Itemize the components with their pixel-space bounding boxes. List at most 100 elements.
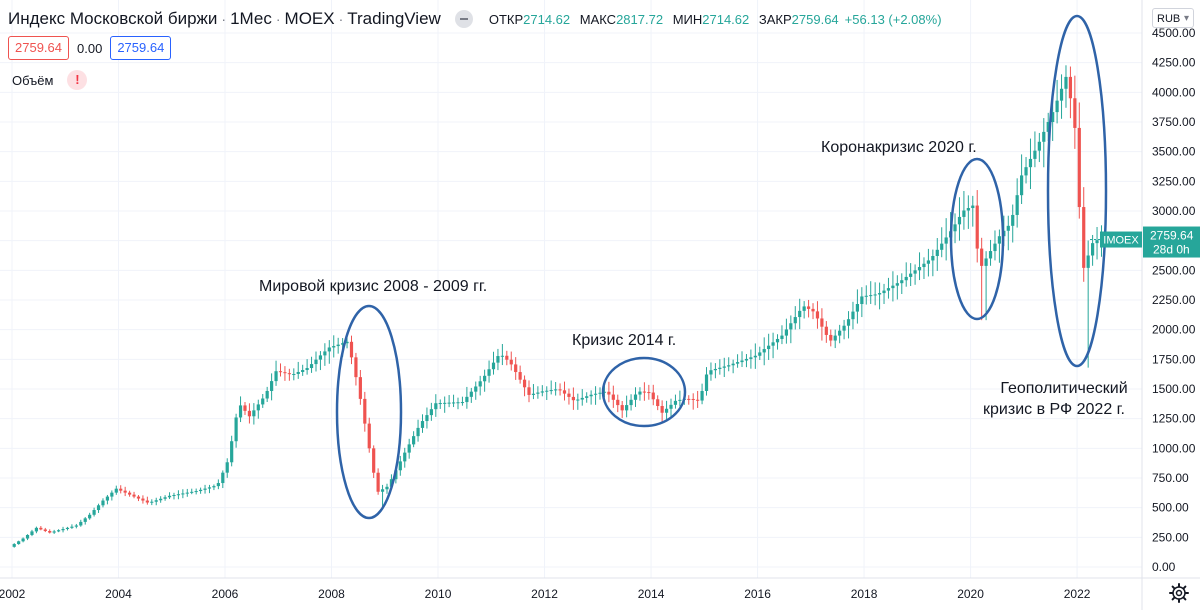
close-value: 2759.64 xyxy=(791,11,839,27)
candle-body xyxy=(1064,76,1068,89)
candle-body xyxy=(1073,98,1077,128)
candle-body xyxy=(838,330,842,336)
candle-body xyxy=(172,495,176,497)
candle-body xyxy=(398,461,402,471)
candle-body xyxy=(252,410,256,417)
candle-body xyxy=(465,396,469,403)
y-tick-label: 250.00 xyxy=(1152,530,1189,544)
symbol-title[interactable]: Индекс Московской биржи xyxy=(8,9,218,28)
candle-body xyxy=(820,318,824,327)
candle-body xyxy=(500,355,504,357)
candle-body xyxy=(203,488,207,490)
candle-body xyxy=(656,399,660,407)
candle-body xyxy=(363,398,367,424)
candle-body xyxy=(922,263,926,268)
candle-body xyxy=(278,371,283,373)
candle-body xyxy=(731,363,735,366)
y-tick-label: 1000.00 xyxy=(1152,441,1196,455)
candle-body xyxy=(345,341,349,344)
candle-body xyxy=(864,295,868,297)
candle-body xyxy=(1019,175,1024,196)
candle-body xyxy=(789,323,793,330)
candle-body xyxy=(935,249,939,256)
candle-body xyxy=(527,387,531,395)
candle-body xyxy=(496,356,500,363)
x-tick-label: 2004 xyxy=(105,587,132,601)
grid xyxy=(0,0,1142,578)
candle-body xyxy=(687,398,691,400)
annotation-crisis-2020: Коронакризис 2020 г. xyxy=(821,139,977,156)
low-label: МИН xyxy=(672,11,703,27)
y-tick-label: 1500.00 xyxy=(1152,382,1196,396)
candle-body xyxy=(469,391,473,397)
candle-body xyxy=(65,527,70,530)
candle-body xyxy=(997,236,1002,244)
y-tick-label: 500.00 xyxy=(1152,501,1189,515)
y-tick-label: 0.00 xyxy=(1152,560,1176,574)
candle-body xyxy=(673,400,678,405)
candle-body xyxy=(17,541,21,545)
collapse-icon[interactable] xyxy=(454,10,473,28)
candle-body xyxy=(247,410,252,417)
candle-body xyxy=(877,293,882,295)
candle-body xyxy=(886,288,891,291)
candle-body xyxy=(283,372,287,374)
chart-header: Индекс Московской биржи · 1Мес · MOEX · … xyxy=(8,9,942,28)
candle-body xyxy=(478,381,482,387)
candle-body xyxy=(447,402,451,404)
interval-label[interactable]: 1Мес xyxy=(230,9,272,28)
y-tick-label: 4500.00 xyxy=(1152,26,1196,40)
candle-body xyxy=(767,345,771,350)
candle-body xyxy=(562,390,567,394)
currency-select[interactable]: RUB xyxy=(1152,8,1194,29)
y-tick-label: 4000.00 xyxy=(1152,85,1196,99)
candle-body xyxy=(651,392,655,400)
candle-body xyxy=(1037,141,1041,151)
candle-body xyxy=(917,267,922,271)
settings-gear-icon[interactable] xyxy=(1168,582,1190,604)
candle-body xyxy=(438,403,442,405)
sell-price-button[interactable]: 2759.64 xyxy=(8,36,69,60)
high-value: 2817.72 xyxy=(616,11,664,27)
candle-body xyxy=(806,306,811,309)
warning-icon[interactable]: ! xyxy=(67,70,88,90)
candle-body xyxy=(305,368,309,371)
candle-body xyxy=(74,525,78,527)
candle-body xyxy=(92,510,96,515)
candle-body xyxy=(332,346,336,348)
candle-body xyxy=(891,285,895,289)
candle-body xyxy=(811,308,815,312)
candle-body xyxy=(909,273,913,277)
candle-body xyxy=(1077,127,1081,208)
y-tick-label: 3250.00 xyxy=(1152,174,1196,188)
candle-body xyxy=(869,295,873,297)
buy-price-button[interactable]: 2759.64 xyxy=(110,36,172,60)
candle-body xyxy=(602,391,607,393)
candle-body xyxy=(167,495,172,498)
candle-body xyxy=(123,490,127,493)
x-tick-label: 2008 xyxy=(318,587,345,601)
candle-body xyxy=(855,304,860,312)
candle-body xyxy=(953,224,957,232)
volume-label[interactable]: Объём xyxy=(12,72,54,88)
candle-body xyxy=(114,488,118,493)
candle-body xyxy=(110,492,114,497)
candle-body xyxy=(660,406,664,413)
candle-body xyxy=(1051,112,1055,122)
candle-body xyxy=(798,310,802,318)
candle-body xyxy=(735,362,740,364)
candle-body xyxy=(354,357,358,378)
candle-body xyxy=(633,394,638,400)
candle-body xyxy=(128,492,132,495)
candle-body xyxy=(1086,255,1090,268)
candle-body xyxy=(775,338,780,343)
trade-price-row: 2759.64 0.00 2759.64 xyxy=(8,36,172,60)
candle-body xyxy=(598,392,602,394)
candle-body xyxy=(536,392,540,394)
open-value: 2714.62 xyxy=(523,11,571,27)
candle-body xyxy=(434,403,438,410)
candle-body xyxy=(407,444,411,453)
candles xyxy=(12,65,1108,548)
candle-body xyxy=(389,479,394,487)
